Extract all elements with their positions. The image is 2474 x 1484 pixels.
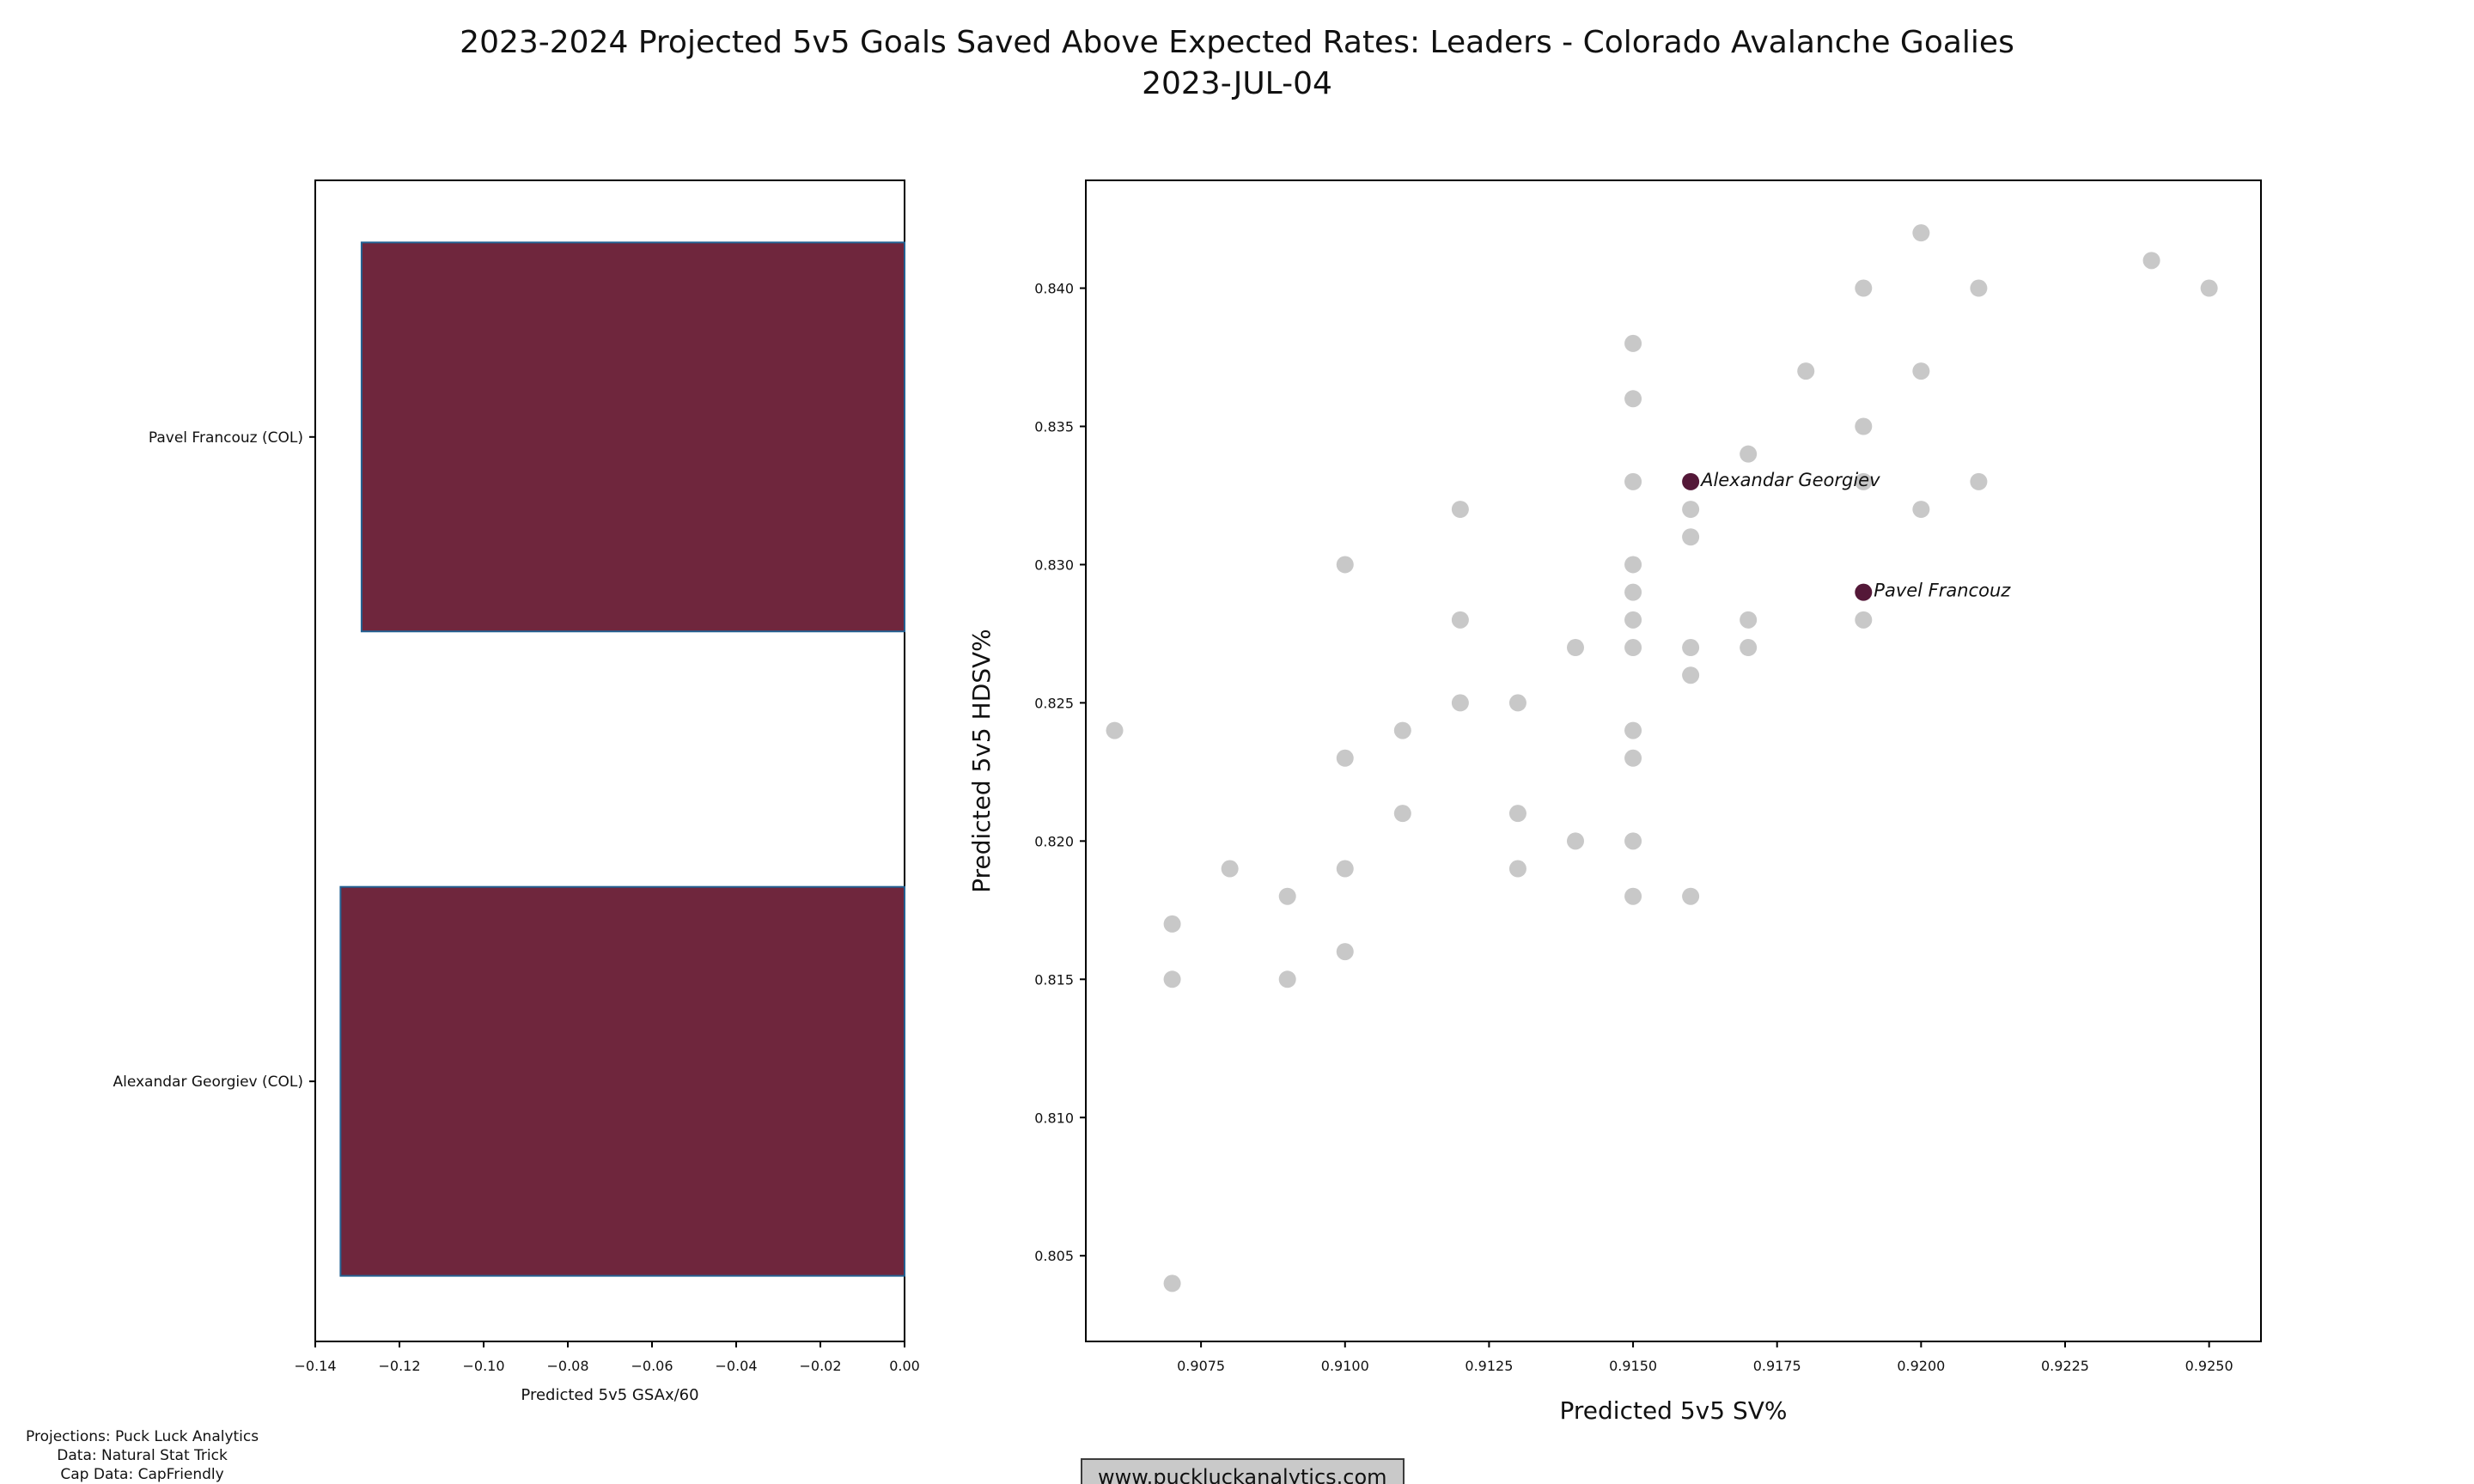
- scatter-point: [1624, 556, 1642, 574]
- highlight-label: Pavel Francouz: [1874, 581, 2011, 601]
- scatter-point: [1163, 915, 1181, 933]
- bar: [339, 885, 905, 1277]
- x-tick-label: 0.00: [889, 1358, 920, 1374]
- bar-panel: [314, 179, 905, 1342]
- figure-title-block: 2023-2024 Projected 5v5 Goals Saved Abov…: [0, 22, 2474, 105]
- scatter-point: [1451, 501, 1469, 519]
- scatter-point: [1682, 666, 1700, 684]
- bar: [360, 241, 905, 633]
- website-badge: www.puckluckanalytics.com: [1081, 1458, 1405, 1484]
- bar-category-label: Alexandar Georgiev (COL): [113, 1073, 303, 1091]
- scatter-point: [1624, 390, 1642, 408]
- scatter-point: [1624, 721, 1642, 739]
- scatter-point: [1682, 528, 1700, 546]
- scatter-point: [1336, 943, 1354, 961]
- y-tick-label: 0.825: [1034, 695, 1074, 711]
- scatter-point: [1855, 417, 1873, 435]
- scatter-point: [1163, 970, 1181, 988]
- scatter-point: [1682, 501, 1700, 519]
- scatter-point: [1163, 1274, 1181, 1292]
- credit-projections: Projections: Puck Luck Analytics: [26, 1428, 259, 1445]
- y-tick-label: 0.820: [1034, 833, 1074, 849]
- x-tick-label: −0.04: [715, 1358, 757, 1374]
- bar-category-label: Pavel Francouz (COL): [149, 429, 303, 447]
- scatter-point: [1912, 224, 1930, 242]
- scatter-point: [1567, 639, 1584, 657]
- bar-x-axis-label: Predicted 5v5 GSAx/60: [521, 1386, 698, 1404]
- highlight-label: Alexandar Georgiev: [1699, 470, 1880, 490]
- scatter-point: [1740, 611, 1758, 629]
- scatter-point: [1855, 472, 1873, 490]
- scatter-point: [1624, 334, 1642, 352]
- y-tick-label: 0.810: [1034, 1110, 1074, 1126]
- scatter-point: [1336, 860, 1354, 878]
- x-tick-label: 0.9250: [2185, 1358, 2233, 1374]
- scatter-point: [1624, 749, 1642, 767]
- scatter-point: [1740, 445, 1758, 463]
- y-tick-label: 0.840: [1034, 281, 1074, 297]
- credit-data: Data: Natural Stat Trick: [57, 1447, 228, 1464]
- x-tick-label: 0.9200: [1897, 1358, 1945, 1374]
- scatter-point: [1336, 749, 1354, 767]
- scatter-point: [1336, 556, 1354, 574]
- scatter-point: [1451, 611, 1469, 629]
- scatter-point: [1624, 639, 1642, 657]
- credit-cap: Cap Data: CapFriendly: [60, 1466, 224, 1483]
- scatter-point: [1278, 970, 1296, 988]
- scatter-point: [1508, 805, 1526, 823]
- highlight-point: [1855, 583, 1873, 601]
- x-tick-label: 0.9225: [2041, 1358, 2089, 1374]
- scatter-point: [1970, 279, 1988, 297]
- scatter-point: [1855, 279, 1873, 297]
- scatter-point: [1624, 887, 1642, 905]
- y-tick-label: 0.830: [1034, 556, 1074, 573]
- y-tick-label: 0.805: [1034, 1248, 1074, 1264]
- y-tick-label: 0.815: [1034, 971, 1074, 988]
- x-tick-label: −0.06: [631, 1358, 673, 1374]
- scatter-point: [1912, 362, 1930, 380]
- scatter-point: [2142, 252, 2160, 270]
- scatter-point: [1624, 832, 1642, 850]
- scatter-point: [1740, 639, 1758, 657]
- credits-block: Projections: Puck Luck Analytics Data: N…: [26, 1427, 259, 1484]
- x-tick-label: −0.02: [799, 1358, 841, 1374]
- x-tick-label: 0.9125: [1465, 1358, 1513, 1374]
- scatter-point: [1624, 472, 1642, 490]
- scatter-point: [1624, 583, 1642, 601]
- x-tick-label: −0.14: [294, 1358, 336, 1374]
- scatter-x-axis-label: Predicted 5v5 SV%: [1560, 1396, 1788, 1425]
- scatter-point: [1912, 501, 1930, 519]
- scatter-point: [1624, 611, 1642, 629]
- scatter-point: [1970, 472, 1988, 490]
- scatter-point: [2200, 279, 2218, 297]
- x-tick-label: −0.08: [546, 1358, 588, 1374]
- scatter-point: [1682, 639, 1700, 657]
- scatter-point: [1221, 860, 1239, 878]
- figure-title: 2023-2024 Projected 5v5 Goals Saved Abov…: [460, 25, 2014, 60]
- figure-subtitle: 2023-JUL-04: [1142, 66, 1332, 101]
- scatter-panel: [1085, 179, 2262, 1342]
- scatter-point: [1508, 860, 1526, 878]
- scatter-point: [1567, 832, 1584, 850]
- x-tick-label: −0.12: [378, 1358, 420, 1374]
- scatter-point: [1106, 721, 1124, 739]
- x-tick-label: 0.9150: [1609, 1358, 1657, 1374]
- scatter-point: [1393, 805, 1411, 823]
- scatter-point: [1451, 694, 1469, 712]
- scatter-point: [1855, 611, 1873, 629]
- scatter-y-axis-label: Predicted 5v5 HDSV%: [967, 629, 996, 893]
- highlight-point: [1682, 472, 1700, 490]
- x-tick-label: 0.9175: [1753, 1358, 1801, 1374]
- scatter-point: [1278, 887, 1296, 905]
- scatter-point: [1797, 362, 1815, 380]
- x-tick-label: 0.9075: [1177, 1358, 1225, 1374]
- scatter-point: [1682, 887, 1700, 905]
- x-tick-label: −0.10: [462, 1358, 504, 1374]
- scatter-point: [1508, 694, 1526, 712]
- y-tick-label: 0.835: [1034, 418, 1074, 435]
- x-tick-label: 0.9100: [1321, 1358, 1369, 1374]
- scatter-point: [1393, 721, 1411, 739]
